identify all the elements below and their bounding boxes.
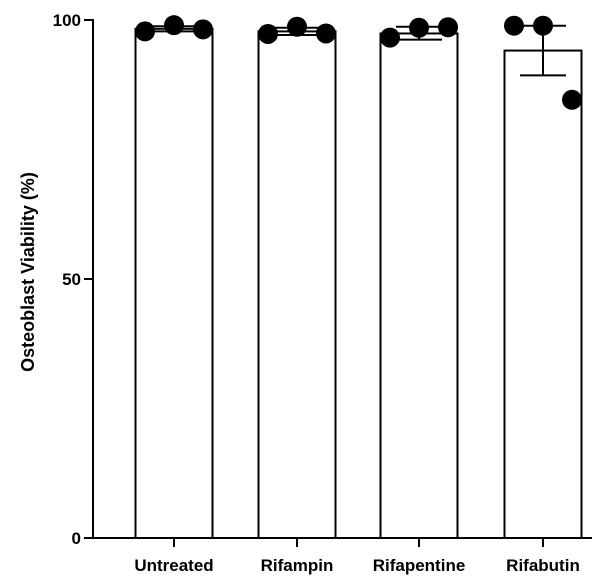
bar (134, 27, 214, 539)
bars (134, 27, 583, 540)
bar (257, 30, 337, 540)
axis-labels: 0 50 100 Untreated Rifampin Rifapentine Rifabu… (53, 11, 580, 575)
data-point (562, 89, 582, 110)
x-tick-label: Rifapentine (373, 556, 466, 575)
x-tick-label: Rifabutin (506, 556, 580, 575)
data-point (409, 17, 429, 38)
data-point (164, 15, 184, 36)
data-point (135, 21, 155, 42)
data-points (135, 15, 582, 110)
x-tick-label: Rifampin (261, 556, 334, 575)
y-tick-label: 50 (62, 270, 81, 289)
data-point (380, 27, 400, 48)
data-point (438, 17, 458, 38)
y-axis-label: Osteoblast Viability (%) (18, 172, 38, 372)
data-point (316, 23, 336, 44)
y-tick-label: 100 (53, 11, 81, 30)
data-point (533, 15, 553, 36)
data-point (504, 15, 524, 36)
y-tick-label: 0 (72, 529, 81, 548)
bar (503, 49, 583, 539)
data-point (258, 23, 278, 44)
data-point (193, 19, 213, 40)
bar (379, 32, 459, 540)
x-tick-label: Untreated (134, 556, 213, 575)
data-point (287, 16, 307, 37)
